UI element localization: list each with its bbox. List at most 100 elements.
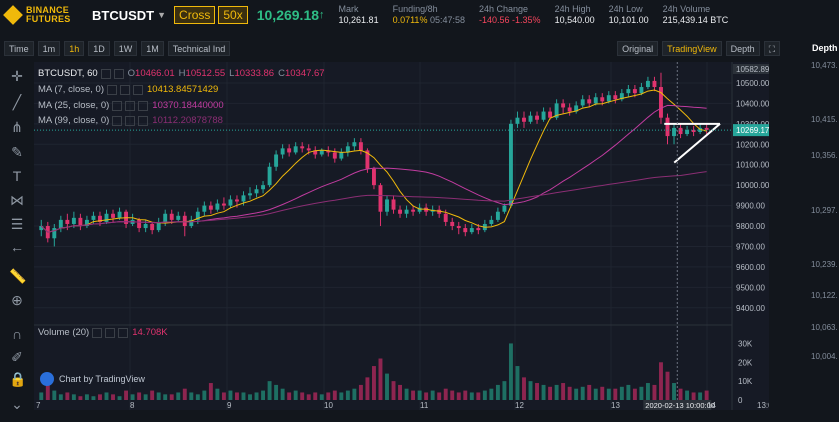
volume-bar xyxy=(417,390,422,400)
ma99-eye-icon[interactable] xyxy=(112,115,123,126)
technical-indicators-button[interactable]: Technical Ind xyxy=(167,41,231,56)
ma99-close-icon[interactable] xyxy=(138,115,149,126)
candle-body xyxy=(469,228,474,233)
price-chart[interactable]: 10582.8910500.0010400.0010300.0010269.17… xyxy=(34,62,769,410)
volume-bar xyxy=(65,392,70,400)
volume-bar xyxy=(371,366,376,400)
candle-body xyxy=(535,115,539,120)
interval-1mo-button[interactable]: 1M xyxy=(141,41,164,56)
volume-bar xyxy=(241,392,246,400)
interval-1d-button[interactable]: 1D xyxy=(88,41,110,56)
stat-24h-change: 24h Change -140.56 -1.35% xyxy=(479,4,541,25)
volume-close-icon[interactable] xyxy=(118,327,129,338)
volume-bar xyxy=(554,384,559,400)
crosshair-icon[interactable]: ✛ xyxy=(11,68,23,84)
x-tick-label: 9 xyxy=(227,401,232,410)
leverage-button[interactable]: 50x xyxy=(218,6,248,24)
margin-mode-button[interactable]: Cross xyxy=(174,6,216,24)
text-icon[interactable]: T xyxy=(12,168,22,184)
legend-high: 10512.55 xyxy=(185,68,226,79)
depth-title: Depth xyxy=(812,43,838,53)
volume-bar xyxy=(261,390,266,400)
ruler-icon[interactable]: 📏 xyxy=(9,268,27,284)
price-tick-label: 10500.00 xyxy=(736,79,769,88)
candle-body xyxy=(593,97,598,104)
volume-bar xyxy=(111,394,115,400)
volume-eye-icon[interactable] xyxy=(92,327,103,338)
symbol-selector[interactable]: BTCUSDT xyxy=(92,7,155,23)
volume-bar xyxy=(626,384,631,400)
candle-body xyxy=(652,80,657,88)
volume-bar xyxy=(58,394,63,400)
lock-icon[interactable]: 🔒 xyxy=(9,371,27,387)
original-view-button[interactable]: Original xyxy=(617,41,659,56)
volume-bar xyxy=(143,394,148,400)
volume-settings-icon[interactable] xyxy=(105,327,116,338)
volume-bar xyxy=(274,384,279,400)
interval-1h-button[interactable]: 1h xyxy=(64,41,85,56)
volume-bar xyxy=(404,388,409,400)
trend-line-icon[interactable]: ╱ xyxy=(12,94,22,110)
fib-icon[interactable]: ☰ xyxy=(10,216,24,232)
fullscreen-icon[interactable]: ⛶ xyxy=(763,41,780,56)
magnet-icon[interactable]: ∩ xyxy=(11,326,23,342)
stat-funding: Funding/8h 0.0711% 05:47:58 xyxy=(392,4,466,25)
ma25-eye-icon[interactable] xyxy=(112,100,123,111)
tradingview-button[interactable]: TradingView xyxy=(662,41,722,56)
back-arrow-icon[interactable]: ← xyxy=(10,239,24,255)
volume-bar xyxy=(365,377,370,400)
pattern-icon[interactable]: ⋈ xyxy=(10,192,24,208)
volume-tick-label: 10K xyxy=(738,377,753,386)
chevron-down-icon[interactable]: ▼ xyxy=(157,10,167,20)
ma7-settings-icon[interactable] xyxy=(120,84,130,95)
candle-body xyxy=(261,185,266,190)
candle-body xyxy=(600,97,605,102)
pitchfork-icon[interactable]: ⋔ xyxy=(11,119,23,135)
chart-canvas[interactable]: 10582.8910500.0010400.0010300.0010269.17… xyxy=(34,62,769,410)
zoom-in-icon[interactable]: ⊕ xyxy=(11,292,23,308)
candle-body xyxy=(613,95,618,100)
candle-body xyxy=(404,209,409,214)
volume-bar xyxy=(580,386,585,400)
ma99-settings-icon[interactable] xyxy=(125,115,136,126)
collapse-icon[interactable]: ⌄ xyxy=(11,396,23,412)
depth-view-button[interactable]: Depth xyxy=(725,41,760,56)
ma7-close-icon[interactable] xyxy=(133,84,143,95)
binance-futures-logo[interactable]: BINANCE FUTURES xyxy=(3,5,86,25)
legend-pair: BTCUSDT, 60 xyxy=(38,68,98,79)
candle-body xyxy=(515,117,520,124)
volume-bar xyxy=(541,384,546,400)
candle-body xyxy=(228,199,233,206)
candle-body xyxy=(319,150,324,155)
legend-eye-icon[interactable] xyxy=(100,68,111,79)
volume-bar xyxy=(215,388,220,400)
volume-bar xyxy=(424,392,429,400)
legend-settings-icon[interactable] xyxy=(113,68,124,79)
candle-body xyxy=(685,129,690,135)
candle-body xyxy=(502,205,507,212)
pencil-lock-icon[interactable]: ✐ xyxy=(11,349,23,365)
tradingview-watermark[interactable]: Chart by TradingView xyxy=(40,372,145,386)
price-tick-label: 9500.00 xyxy=(736,283,765,292)
volume-bar xyxy=(332,390,337,400)
volume-bar xyxy=(91,396,96,400)
volume-bar xyxy=(228,390,233,400)
time-button[interactable]: Time xyxy=(4,41,34,56)
interval-1m-button[interactable]: 1m xyxy=(37,41,61,56)
ma7-eye-icon[interactable] xyxy=(107,84,117,95)
volume-bar xyxy=(652,384,657,400)
volume-bar xyxy=(515,366,520,400)
x-tick-label: 2020-02-13 10:00:00 xyxy=(645,401,715,410)
candle-body xyxy=(541,111,546,120)
stat-24h-low: 24h Low 10,101.00 xyxy=(608,4,649,25)
price-tick-label: 9400.00 xyxy=(736,304,765,313)
ma25-close-icon[interactable] xyxy=(138,100,149,111)
brush-icon[interactable]: ✎ xyxy=(11,144,23,160)
interval-1w-button[interactable]: 1W xyxy=(113,41,138,56)
volume-bar xyxy=(476,392,481,400)
ma25-settings-icon[interactable] xyxy=(125,100,136,111)
candle-body xyxy=(522,117,526,122)
volume-bar xyxy=(84,394,89,400)
volume-bar xyxy=(469,392,474,400)
ma7-line xyxy=(40,89,707,233)
